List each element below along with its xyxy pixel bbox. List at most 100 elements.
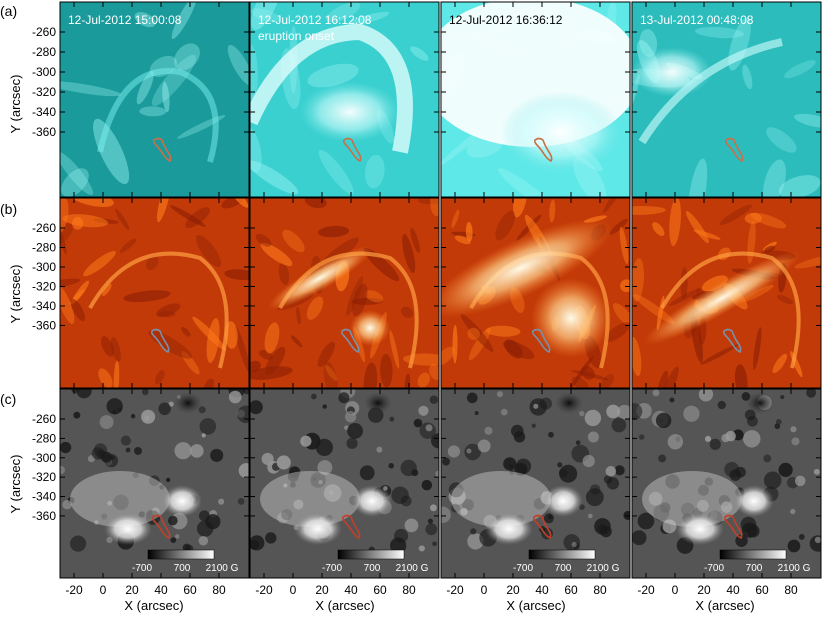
timestamp-4: 13-Jul-2012 00:48:08 (640, 13, 754, 27)
polarity-contour (531, 328, 551, 354)
x-tick-label: 80 (784, 583, 798, 597)
panel-row2-col2 (249, 197, 440, 389)
x-tick-label: 20 (697, 583, 711, 597)
x-tick-label: 40 (726, 583, 740, 597)
x-axis-title-4: X (arcsec) (695, 598, 754, 613)
colorbar-tick-label: -700 (132, 563, 152, 574)
x-axis-title-3: X (arcsec) (506, 598, 565, 613)
x-tick-label: 80 (212, 583, 226, 597)
polarity-contour (723, 514, 743, 540)
panel-row1-col2 (249, 1, 440, 198)
x-tick-label: -20 (65, 583, 83, 597)
colorbar-tick-label: -700 (322, 563, 342, 574)
row-label-b: (b) (0, 201, 17, 217)
colorbar-tick-label: 2100 G (587, 563, 620, 574)
colorbar-3: -700 700 2100 G (513, 549, 620, 574)
y-axis-title-b: Y (arcsec) (8, 265, 23, 324)
colorbar-tick-label: 2100 G (396, 563, 429, 574)
colorbar-tick-label: 700 (364, 563, 381, 574)
colorbar-tick-label: 700 (555, 563, 572, 574)
y-tick-label: -340 (32, 299, 56, 313)
x-tick-label: -20 (255, 583, 273, 597)
x-tick-label: 60 (564, 583, 578, 597)
panel-row1-col4 (631, 1, 822, 198)
polarity-contour (724, 137, 744, 163)
x-tick-label: 0 (481, 583, 488, 597)
y-tick-label: -260 (32, 412, 56, 426)
eruption-onset-note: eruption onset (258, 29, 335, 43)
polarity-contour (151, 514, 171, 540)
y-tick-label: -300 (32, 451, 56, 465)
y-tick-labels: -260 -260 -260 -280 -280 -280 -300 -300 -300 -320… (32, 25, 56, 523)
colorbar-2: -700 700 2100 G (322, 549, 429, 574)
panel-row1-col1 (59, 1, 250, 198)
colorbar-4: -700 700 2100 G (704, 549, 811, 574)
polarity-contour (341, 514, 361, 540)
panel-row3-col1 (59, 388, 250, 579)
row-label-a: (a) (0, 3, 17, 19)
polarity-contour (342, 137, 362, 163)
x-tick-labels: -20 0 20 40 60 80 -20 0 20 40 60 80 -20 0 20 40 60 80 -20 0… (65, 583, 798, 597)
panel-row2-col4 (631, 197, 822, 389)
y-tick-label: -320 (32, 470, 56, 484)
polarity-contour (532, 514, 552, 540)
timestamp-1: 12-Jul-2012 15:00:08 (68, 13, 182, 27)
polarity-contour (533, 137, 553, 163)
x-axis-title-1: X (arcsec) (124, 598, 183, 613)
x-tick-label: 40 (344, 583, 358, 597)
x-tick-label: 20 (125, 583, 139, 597)
panel-row2-col3 (440, 197, 631, 389)
colorbar-1: -700 700 2100 G (132, 549, 239, 574)
x-tick-label: 60 (183, 583, 197, 597)
y-tick-label: -260 (32, 25, 56, 39)
panel-row3-col2 (249, 388, 440, 579)
y-tick-label: -320 (32, 85, 56, 99)
panel-grid (59, 1, 822, 579)
colorbar-tick-label: 2100 G (778, 563, 811, 574)
panel-row2-col1 (59, 197, 250, 389)
y-tick-label: -360 (32, 125, 56, 139)
timestamp-3: 12-Jul-2012 16:36:12 (449, 13, 563, 27)
x-tick-label: 20 (506, 583, 520, 597)
y-tick-label: -260 (32, 221, 56, 235)
x-tick-label: 0 (100, 583, 107, 597)
polarity-contour (152, 137, 172, 163)
colorbars: -700 700 2100 G -700 700 2100 G -700 700 2100 G-… (132, 549, 811, 574)
x-axis-title-2: X (arcsec) (315, 598, 374, 613)
panel-row3-col4 (631, 388, 822, 579)
y-tick-label: -280 (32, 45, 56, 59)
colorbar-tick-label: 700 (746, 563, 763, 574)
colorbar-tick-label: -700 (513, 563, 533, 574)
polarity-contour (340, 328, 360, 354)
colorbar-tick-label: 700 (174, 563, 191, 574)
y-tick-label: -360 (32, 318, 56, 332)
y-axis-title-c: Y (arcsec) (8, 455, 23, 514)
timestamp-2: 12-Jul-2012 16:12:08 (258, 13, 372, 27)
y-tick-label: -340 (32, 490, 56, 504)
x-tick-label: 0 (290, 583, 297, 597)
panel-row1-col3 (440, 1, 631, 198)
y-tick-label: -360 (32, 509, 56, 523)
y-tick-label: -280 (32, 240, 56, 254)
x-tick-label: 20 (315, 583, 329, 597)
y-tick-label: -280 (32, 431, 56, 445)
polarity-contour (150, 328, 170, 354)
x-tick-label: 80 (402, 583, 416, 597)
y-tick-label: -300 (32, 65, 56, 79)
y-tick-label: -300 (32, 260, 56, 274)
x-tick-label: -20 (637, 583, 655, 597)
row-label-c: (c) (0, 391, 16, 407)
panel-row3-col3 (440, 388, 631, 579)
x-tick-label: 0 (672, 583, 679, 597)
x-tick-label: 40 (154, 583, 168, 597)
x-tick-label: 60 (755, 583, 769, 597)
x-tick-label: 80 (593, 583, 607, 597)
colorbar-tick-label: -700 (704, 563, 724, 574)
x-tick-label: -20 (446, 583, 464, 597)
y-tick-label: -320 (32, 279, 56, 293)
y-tick-label: -340 (32, 105, 56, 119)
x-tick-label: 40 (535, 583, 549, 597)
y-axis-title-a: Y (arcsec) (8, 75, 23, 134)
colorbar-tick-label: 2100 G (206, 563, 239, 574)
